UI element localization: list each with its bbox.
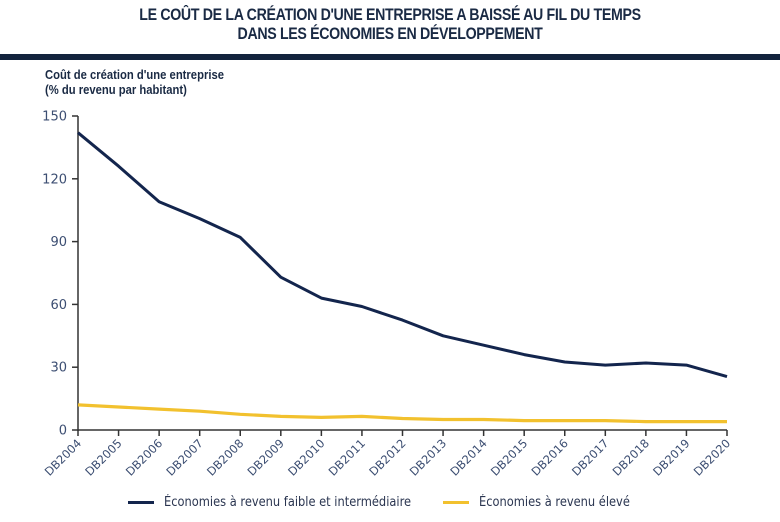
y-tick-label: 0 xyxy=(59,424,67,439)
x-tick-label: DB2012 xyxy=(366,436,408,478)
title-divider-bar xyxy=(0,54,780,60)
x-tick-label: DB2006 xyxy=(123,436,165,478)
x-tick-label: DB2018 xyxy=(610,436,652,478)
x-tick-label: DB2014 xyxy=(447,436,489,478)
x-tick-label: DB2011 xyxy=(326,436,368,478)
y-axis-title-line-1: Coût de création d'une entreprise xyxy=(45,68,224,82)
x-tick-label: DB2010 xyxy=(285,436,327,478)
x-tick-label: DB2008 xyxy=(204,436,246,478)
series-lines xyxy=(77,131,728,424)
legend-label: Économies à revenu faible et intermédiai… xyxy=(164,495,412,510)
chart-title: LE COÛT DE LA CRÉATION D'UNE ENTREPRISE … xyxy=(0,6,780,44)
series-line-high-income xyxy=(77,403,727,424)
y-tick-label: 150 xyxy=(42,110,67,125)
y-tick-label: 90 xyxy=(50,235,67,250)
y-axis: 0 30 60 90 120 150 xyxy=(42,110,79,439)
chart-title-line-2: DANS LES ÉCONOMIES EN DÉVELOPPEMENT xyxy=(237,25,543,43)
legend-swatch-navy xyxy=(128,501,154,504)
y-tick-label: 120 xyxy=(42,172,67,187)
x-tick-label: DB2007 xyxy=(163,436,205,478)
y-axis-title-line-2: (% du revenu par habitant) xyxy=(45,83,187,97)
x-tick-label: DB2009 xyxy=(244,436,286,478)
x-tick-label: DB2013 xyxy=(407,436,449,478)
x-tick-label: DB2015 xyxy=(488,436,530,478)
x-tick-label: DB2020 xyxy=(691,436,733,478)
chart-title-line-1: LE COÛT DE LA CRÉATION D'UNE ENTREPRISE … xyxy=(139,6,641,24)
x-axis: DB2004DB2005DB2006DB2007DB2008DB2009DB20… xyxy=(42,429,733,479)
x-tick-label: DB2016 xyxy=(528,436,570,478)
legend-item-low-middle-income: Économies à revenu faible et intermédiai… xyxy=(128,495,445,510)
y-tick-label: 30 xyxy=(50,361,67,376)
series-line-low-middle-income xyxy=(77,131,728,379)
legend-label: Économies à revenu élevé xyxy=(479,495,630,510)
x-tick-label: DB2004 xyxy=(42,436,84,478)
legend-item-high-income: Économies à revenu élevé xyxy=(443,495,650,510)
y-axis-title: Coût de création d'une entreprise (% du … xyxy=(45,68,244,98)
legend-swatch-yellow xyxy=(443,501,469,504)
x-tick-label: DB2005 xyxy=(82,436,124,478)
x-tick-label: DB2017 xyxy=(569,436,611,478)
y-tick-label: 60 xyxy=(50,298,67,313)
x-tick-label: DB2019 xyxy=(650,436,692,478)
